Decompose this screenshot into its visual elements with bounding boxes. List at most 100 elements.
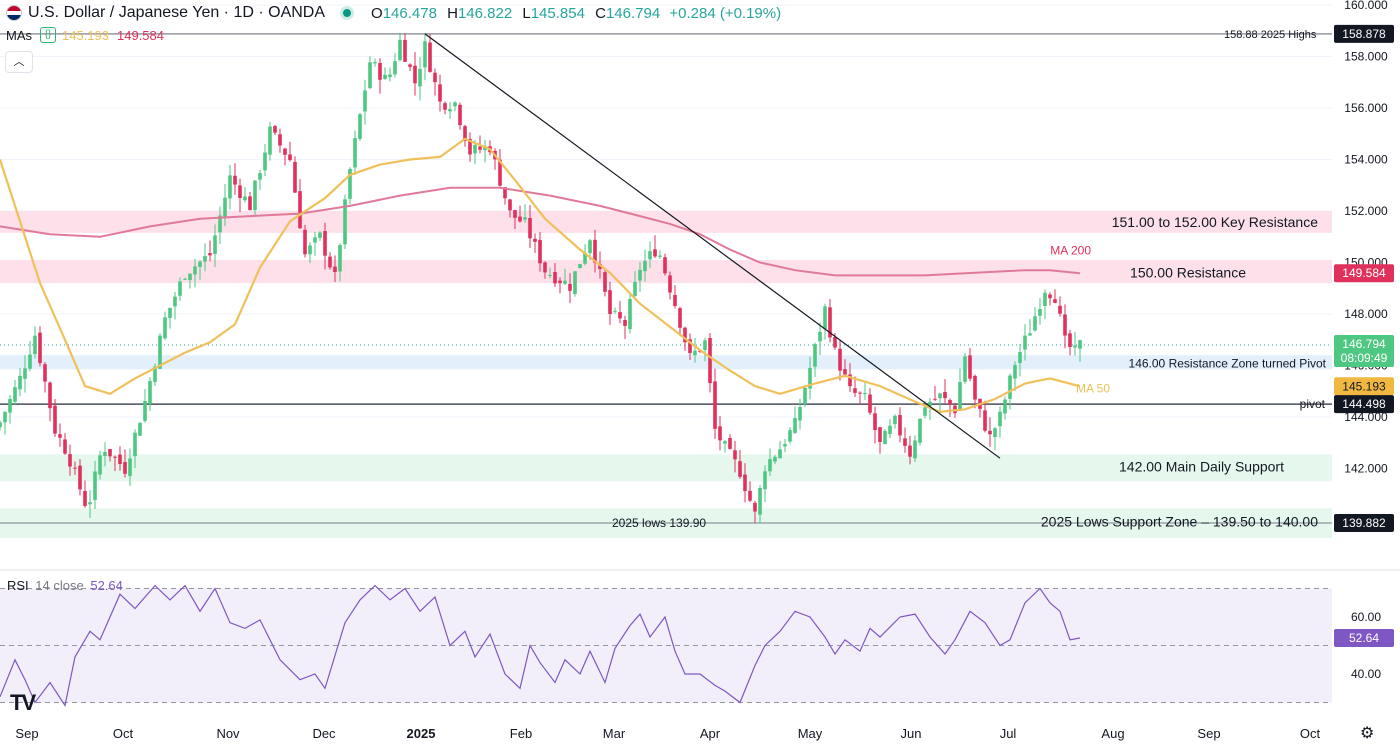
low-2025-price-tag[interactable] (1334, 514, 1394, 533)
ma50-price-tag[interactable] (1334, 377, 1394, 396)
main-support-label: 142.00 Main Daily Support (1119, 458, 1284, 474)
candle-body (798, 406, 802, 421)
candle-body (453, 102, 457, 107)
candle-body (103, 451, 107, 456)
tradingview-logo[interactable]: TV (10, 690, 36, 715)
candle-body (963, 356, 967, 382)
price-tick-label: 144.000 (1344, 410, 1388, 424)
candle-body (108, 448, 112, 457)
downtrend-line[interactable] (424, 33, 1001, 459)
time-tick-label: Oct (113, 726, 134, 741)
candle-body (448, 109, 452, 112)
candle-body (443, 103, 447, 110)
rsi-price-tag[interactable] (1334, 628, 1394, 647)
resistance-150-label: 150.00 Resistance (1130, 264, 1246, 280)
candle-body (53, 405, 57, 434)
time-tick-label: Oct (1300, 726, 1321, 741)
candle-body (723, 441, 727, 444)
candle-body (373, 62, 377, 64)
candle-body (243, 196, 247, 201)
candle-body (1023, 335, 1027, 350)
market-status-icon[interactable] (343, 9, 352, 17)
candle-body (833, 337, 837, 348)
candle-body (1043, 292, 1047, 307)
candle-body (828, 307, 832, 338)
rsi-line (0, 584, 1081, 707)
candle-body (1028, 333, 1032, 336)
candle-body (513, 210, 517, 218)
candle-body (568, 283, 572, 291)
time-tick-label: Feb (510, 726, 532, 741)
candle-body (18, 375, 22, 390)
chart-header: U.S. Dollar / Japanese Yen · 1D · OANDA … (6, 3, 781, 23)
candle-body (328, 256, 332, 268)
candle-body (533, 238, 537, 242)
time-tick-label: Sep (1197, 726, 1220, 741)
candle-body (538, 239, 542, 264)
candle-body (793, 418, 797, 433)
usd-jpy-flag-icon (6, 5, 22, 21)
rsi-legend[interactable]: RSI 14 close 52.64 (7, 578, 123, 593)
collapse-legend-button[interactable]: ︿ (5, 51, 33, 73)
candle-body (1078, 340, 1082, 349)
chart-settings-icon[interactable]: ⚙ (1360, 725, 1375, 742)
price-tick-label: 158.000 (1344, 50, 1388, 64)
candle-body (123, 462, 127, 474)
symbol-title[interactable]: U.S. Dollar / Japanese Yen · 1D · OANDA (28, 4, 326, 21)
pivot-resistance-zone (0, 355, 1332, 370)
candle-body (558, 280, 562, 284)
candle-body (0, 422, 2, 428)
candles-group (0, 32, 1082, 524)
candle-body (43, 364, 47, 382)
candle-body (898, 415, 902, 436)
price-tick-label: 154.000 (1344, 153, 1388, 167)
candle-body (83, 491, 87, 506)
candle-body (788, 430, 792, 442)
candle-body (623, 320, 627, 326)
candle-body (673, 295, 677, 306)
candle-body (863, 392, 867, 395)
candle-body (643, 260, 647, 272)
candle-body (433, 72, 437, 83)
candle-body (678, 308, 682, 328)
candle-body (343, 199, 347, 245)
candle-body (823, 306, 827, 330)
mas-label: MAs (6, 27, 32, 43)
candle-body (943, 391, 947, 399)
candle-body (238, 185, 242, 199)
pivot-price-tag-text: 144.498 (1342, 397, 1386, 411)
candle-body (233, 175, 237, 185)
candle-body (608, 290, 612, 314)
rsi-params: 14 close (35, 578, 84, 593)
candle-body (563, 280, 567, 284)
indicator-settings-icon[interactable]: {} (40, 27, 56, 43)
candle-body (598, 263, 602, 270)
candle-body (1018, 352, 1022, 364)
ohlc-values: O146.478 H146.822 L145.854 C146.794 +0.2… (365, 5, 781, 22)
candle-body (968, 355, 972, 379)
candle-body (3, 412, 7, 423)
candle-body (438, 84, 442, 102)
mas-legend[interactable]: MAs {} 145.193 149.584 (6, 27, 164, 43)
candle-body (638, 269, 642, 281)
highs-2025-label: 158.88 2025 Highs (1224, 29, 1317, 41)
candle-body (468, 138, 472, 155)
ma200-price-tag[interactable] (1334, 264, 1394, 283)
pivot-zone-label: 146.00 Resistance Zone turned Pivot (1129, 356, 1327, 370)
candle-body (258, 172, 262, 180)
candle-body (923, 407, 927, 416)
candle-body (518, 216, 522, 222)
pivot-price-tag[interactable] (1334, 395, 1394, 414)
candle-body (163, 317, 167, 339)
candle-body (158, 335, 162, 369)
candle-body (783, 444, 787, 447)
high-2025-price-tag[interactable] (1334, 24, 1394, 43)
candle-body (618, 312, 622, 319)
candle-body (278, 134, 282, 146)
ma50-line (0, 137, 1081, 414)
current-price-tag[interactable] (1334, 335, 1394, 368)
candle-body (1013, 365, 1017, 379)
candle-body (758, 487, 762, 515)
rsi-legend-value: 52.64 (90, 578, 123, 593)
